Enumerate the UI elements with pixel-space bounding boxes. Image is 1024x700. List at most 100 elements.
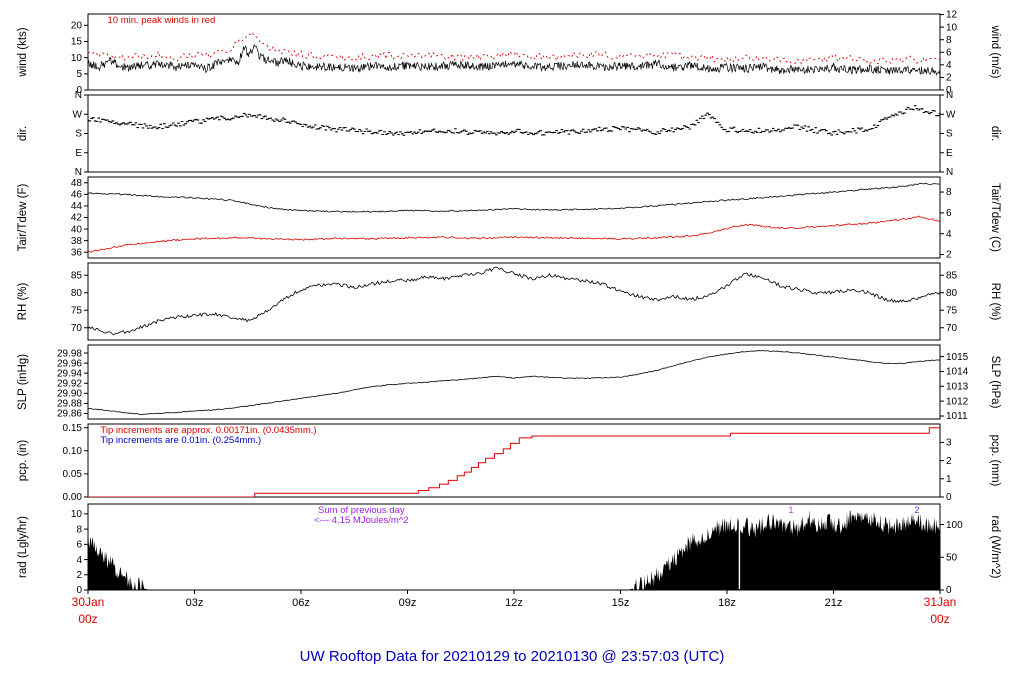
ytick-right-label-wind: 6 (946, 47, 952, 58)
ytick-right-label-wind: 0 (946, 85, 952, 96)
x-axis: 03z 06z 09z 12z 15z 18z 21z 30Jan 00z 31Jan 00z (72, 590, 957, 626)
ytick-left-label-rh: 80 (71, 288, 83, 299)
ytick-left-label-temp: 38 (71, 236, 83, 247)
ytick-left-label-dir: S (75, 129, 82, 140)
panel-border-slp (87, 344, 941, 420)
ytick-left-label-rad: 0 (76, 585, 82, 596)
panel-pcp: 0.00 0.05 0.10 0.15 0 1 2 3 pcp. (in) pcp. (mm) Ti… (17, 423, 1001, 503)
annotation-pcp-0: Tip increments are approx. 0.00171in. (0… (100, 425, 316, 436)
ytick-left-label-slp: 29.88 (57, 399, 82, 410)
ytick-right-label-pcp: 3 (946, 438, 952, 449)
x-end-date-line2: 00z (930, 612, 949, 626)
ytick-left-label-temp: 48 (71, 178, 83, 189)
series-group-slp (88, 350, 940, 416)
panel-border-wind (87, 13, 941, 91)
x-start-date-line1: 30Jan (72, 595, 105, 609)
panel-rh: 70 75 80 85 70 75 80 85 RH (%) RH (%) (17, 262, 1001, 341)
series-sea-level-pressure (88, 350, 940, 416)
ytick-left-label-temp: 44 (71, 201, 83, 212)
annotation-rad-1: <--- 4.15 MJoules/m^2 (314, 515, 408, 526)
ytick-right-label-dir: E (946, 148, 953, 159)
xtick-label: 06z (292, 597, 310, 609)
x-end-date-line1: 31Jan (924, 595, 957, 609)
ytick-right-label-rh: 80 (946, 288, 958, 299)
ytick-right-label-slp: 1012 (946, 396, 969, 407)
series-tair (88, 182, 940, 213)
ytick-right-label-slp: 1013 (946, 381, 969, 392)
series-wind-avg (88, 43, 940, 76)
ytick-left-label-temp: 40 (71, 224, 83, 235)
ytick-left-label-slp: 29.86 (57, 409, 82, 420)
ytick-right-label-rad: 100 (946, 520, 963, 531)
ytick-left-label-slp: 29.96 (57, 358, 82, 369)
ytick-right-label-pcp: 1 (946, 474, 952, 485)
series-group-pcp (88, 427, 940, 497)
annotation-rad-0: Sum of previous day (318, 505, 405, 516)
ytick-right-label-dir: N (946, 167, 953, 178)
ytick-left-label-rh: 70 (71, 323, 83, 334)
ylabel-right-dir: dir. (989, 126, 1001, 141)
ylabel-right-pcp: pcp. (mm) (989, 435, 1001, 487)
ytick-right-label-rh: 75 (946, 305, 958, 316)
ytick-right-label-rad: 50 (946, 552, 958, 563)
ytick-right-label-wind: 4 (946, 60, 952, 71)
ylabel-left-dir: dir. (17, 126, 29, 141)
ytick-left-label-rad: 2 (76, 570, 82, 581)
ytick-right-label-temp: 8 (946, 187, 952, 198)
ytick-left-label-temp: 36 (71, 247, 83, 258)
ylabel-left-slp: SLP (inHg) (17, 354, 29, 410)
ylabel-left-wind: wind (kts) (17, 27, 29, 77)
ylabel-left-pcp: pcp. (in) (17, 440, 29, 482)
ytick-left-label-dir: N (75, 167, 82, 178)
ylabel-left-rad: rad (Lgly/hr) (17, 516, 29, 578)
chart-title: UW Rooftop Data for 20210129 to 20210130… (299, 648, 725, 665)
panel-border-dir (87, 94, 941, 173)
ytick-left-label-wind: 20 (71, 21, 83, 32)
ytick-left-label-rad: 4 (76, 555, 82, 566)
ytick-left-label-slp: 29.90 (57, 389, 82, 400)
ytick-left-label-rad: 6 (76, 540, 82, 551)
ytick-right-label-rh: 85 (946, 270, 958, 281)
series-group-temp (88, 182, 940, 253)
series-solar-radiation (88, 510, 940, 590)
ytick-left-label-wind: 10 (71, 53, 83, 64)
ytick-left-label-rad: 10 (71, 509, 83, 520)
ytick-right-label-wind: 12 (946, 10, 958, 21)
ytick-left-label-slp: 29.92 (57, 378, 82, 389)
ytick-left-label-rh: 85 (71, 270, 83, 281)
ylabel-right-rh: RH (%) (989, 283, 1001, 321)
ylabel-right-rad: rad (W/m^2) (989, 516, 1001, 579)
ytick-left-label-pcp: 0.10 (63, 446, 83, 457)
ytick-right-label-wind: 2 (946, 73, 952, 84)
ytick-left-label-wind: 0 (76, 85, 82, 96)
ytick-left-label-temp: 46 (71, 190, 83, 201)
ytick-right-label-pcp: 0 (946, 492, 952, 503)
series-group-rh (88, 266, 940, 336)
ytick-right-label-rh: 70 (946, 323, 958, 334)
ytick-left-label-temp: 42 (71, 213, 83, 224)
ytick-right-label-wind: 10 (946, 22, 958, 33)
xtick-label: 21z (825, 597, 843, 609)
ytick-right-label-slp: 1015 (946, 352, 969, 363)
ylabel-left-temp: Tair/Tdew (F) (17, 183, 29, 251)
xtick-label: 12z (505, 597, 523, 609)
annotation-rad-3: 2 (914, 505, 919, 516)
ytick-left-label-wind: 5 (76, 69, 82, 80)
ytick-left-label-slp: 29.98 (57, 348, 82, 359)
ylabel-right-wind: wind (m/s) (989, 24, 1001, 78)
annotation-pcp-1: Tip increments are 0.01in. (0.254mm.) (100, 435, 261, 446)
ytick-left-label-rh: 75 (71, 305, 83, 316)
ytick-left-label-dir: E (75, 148, 82, 159)
xtick-label: 09z (399, 597, 417, 609)
series-relative-humidity (88, 266, 940, 336)
xtick-label: 03z (186, 597, 204, 609)
ytick-left-label-dir: N (75, 90, 82, 101)
ytick-right-label-rad: 0 (946, 585, 952, 596)
series-precip-accum (88, 427, 940, 497)
